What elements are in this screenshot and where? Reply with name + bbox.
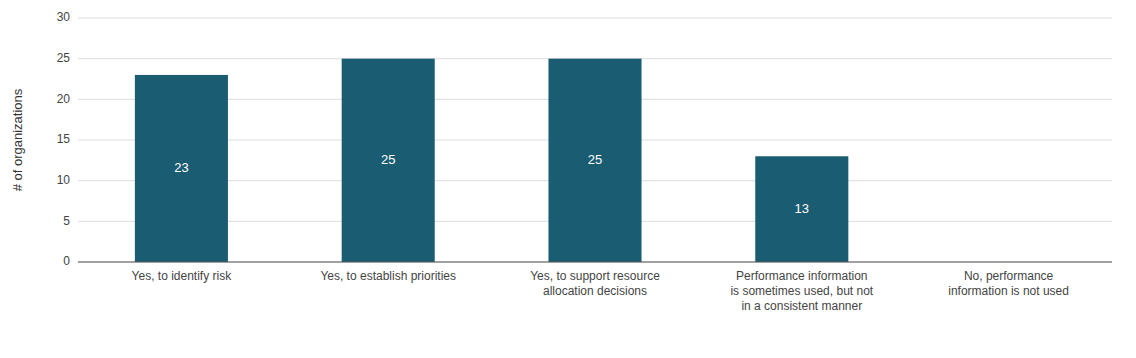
data-label: 25 xyxy=(381,152,395,167)
x-tick-label: Performance informationis sometimes used… xyxy=(730,269,873,313)
grid-line xyxy=(78,18,1112,19)
y-tick-label: 15 xyxy=(57,132,71,146)
bars xyxy=(135,59,848,262)
y-tick-label: 0 xyxy=(63,254,70,268)
chart-container: 0 5 10 15 20 25 30 23 25 25 13 Yes, to identify ris… xyxy=(0,0,1136,358)
y-tick-label: 30 xyxy=(57,10,71,24)
bar xyxy=(342,59,435,262)
x-axis-line xyxy=(78,262,1112,263)
chart-svg: 0 5 10 15 20 25 30 23 25 25 13 Yes, to identify ris… xyxy=(0,0,1136,358)
y-tick-label: 20 xyxy=(57,92,71,106)
y-tick-label: 25 xyxy=(57,51,71,65)
data-label: 23 xyxy=(174,160,188,175)
x-tick-label: Yes, to establish priorities xyxy=(320,269,456,283)
data-label: 13 xyxy=(795,201,809,216)
data-label: 25 xyxy=(588,152,602,167)
bar xyxy=(755,156,848,262)
x-tick-label: Yes, to identify risk xyxy=(132,269,233,283)
grid xyxy=(78,18,1112,262)
bar xyxy=(548,59,641,262)
y-tick-label: 10 xyxy=(57,173,71,187)
x-tick-label: No, performanceinformation is not used xyxy=(948,269,1069,298)
x-tick-label: Yes, to support resourceallocation decis… xyxy=(530,269,660,298)
grid-line xyxy=(78,262,1112,263)
y-tick-label: 5 xyxy=(63,214,70,228)
bar xyxy=(135,75,228,262)
y-axis-label: # of organizations xyxy=(10,88,25,191)
